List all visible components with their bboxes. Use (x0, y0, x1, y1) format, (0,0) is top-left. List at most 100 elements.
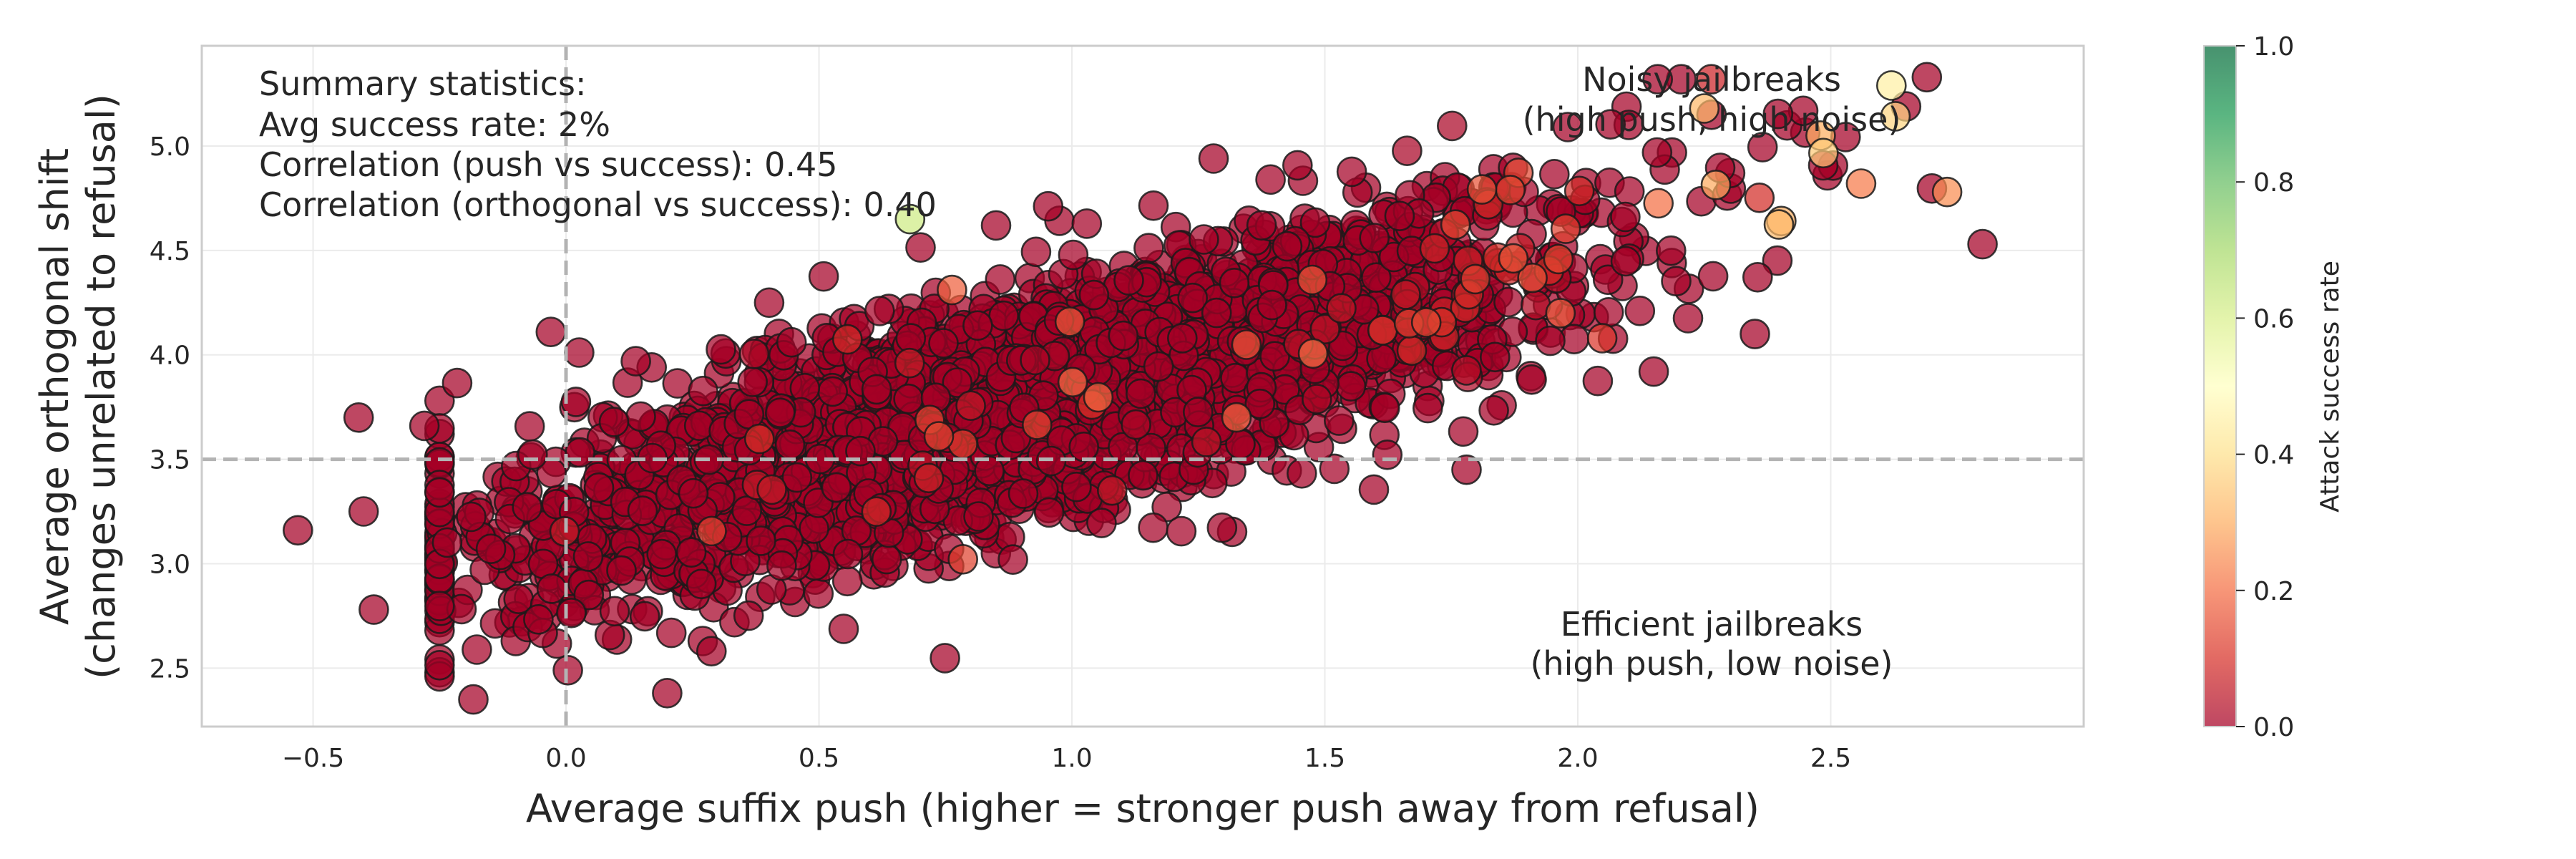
colorbar-label: Attack success rate (2316, 261, 2345, 513)
scatter-point (1451, 454, 1482, 485)
scatter-point (1498, 243, 1529, 274)
scatter-point (1359, 223, 1390, 253)
scatter-point (1198, 143, 1229, 174)
scatter-point (1255, 164, 1286, 195)
scatter-point (1624, 295, 1656, 326)
scatter-point (688, 375, 718, 407)
scatter-point (832, 538, 864, 570)
scatter-point (696, 636, 727, 667)
scatter-point (894, 347, 925, 379)
scatter-point (1113, 265, 1144, 296)
scatter-point (1167, 323, 1198, 354)
colorbar-ticks: 0.0 0.2 0.4 0.6 0.8 1.0 (2236, 32, 2294, 742)
colorbar-tick-label: 0.8 (2253, 168, 2294, 198)
scatter-point (1610, 246, 1641, 277)
plot-frame (200, 44, 2085, 728)
scatter-point (1282, 150, 1313, 181)
scatter-point (947, 543, 978, 575)
scatter-point (627, 495, 658, 526)
colorbar-tick-label: 0.6 (2253, 304, 2294, 334)
y-tick-label: 3.0 (150, 550, 190, 579)
scatter-point (552, 654, 583, 686)
scatter-point (776, 326, 807, 358)
scatter-point (1319, 453, 1350, 485)
scatter-point (1911, 62, 1943, 93)
colorbar-tick-label: 0.2 (2253, 577, 2294, 606)
scatter-point (737, 367, 768, 397)
scatter-point (828, 613, 859, 644)
x-tick-label: 1.5 (1304, 744, 1345, 773)
scatter-point (1297, 264, 1328, 296)
scatter-point (629, 601, 660, 632)
scatter-point (620, 346, 651, 377)
scatter-point (1326, 293, 1357, 324)
scatter-point (1033, 190, 1064, 222)
annotation-efficient-jailbreaks: Efficient jailbreaks (high push, low noi… (1530, 605, 1893, 683)
scatter-point (675, 537, 707, 568)
scatter-point (1808, 137, 1839, 169)
scatter-point (1244, 388, 1276, 419)
scatter-point (1480, 341, 1511, 373)
scatter-point (1740, 319, 1770, 349)
scatter-point (431, 527, 463, 558)
scatter-point (1336, 156, 1367, 188)
scatter-point (1392, 135, 1423, 166)
noisy-title: Noisy jailbreaks (1582, 60, 1841, 99)
scatter-point (517, 439, 548, 470)
scatter-point (963, 501, 994, 532)
y-tick-label: 5.0 (150, 132, 190, 162)
scatter-point (733, 600, 764, 631)
scatter-point (1143, 351, 1174, 382)
scatter-point (565, 437, 595, 468)
scatter-point (1057, 367, 1088, 398)
scatter-point (1309, 314, 1340, 345)
scatter-point (781, 462, 813, 493)
scatter-point (536, 573, 567, 604)
scatter-point (1550, 213, 1581, 244)
scatter-point (1097, 475, 1128, 506)
scatter-points (282, 62, 1998, 715)
scatter-point (1189, 224, 1219, 255)
efficient-subtitle: (high push, low noise) (1530, 644, 1893, 683)
scatter-point (1201, 297, 1232, 329)
scatter-point (832, 324, 863, 355)
scatter-point (1967, 228, 1998, 260)
scatter-point (1324, 405, 1355, 436)
scatter-point (1437, 110, 1468, 142)
scatter-point (937, 274, 967, 306)
scatter-point (1396, 335, 1428, 367)
scatter-point (997, 544, 1028, 576)
scatter-point (1335, 371, 1367, 402)
scatter-point (572, 541, 604, 572)
scatter-point (1747, 132, 1778, 162)
scatter-point (475, 533, 507, 565)
scatter-point (1593, 296, 1624, 328)
scatter-point (424, 649, 455, 681)
scatter-point (598, 407, 630, 437)
scatter-point (1656, 235, 1687, 266)
scatter-point (744, 423, 775, 455)
scatter-point (871, 543, 902, 575)
scatter-point (1078, 279, 1110, 311)
y-axis-label-line2: (changes unrelated to refusal) (79, 94, 124, 679)
scatter-point (864, 296, 895, 326)
scatter-point (646, 538, 678, 570)
scatter-point (1614, 176, 1645, 207)
scatter-point (1121, 409, 1151, 440)
scatter-point (1390, 279, 1421, 310)
summary-title: Summary statistics: (259, 64, 586, 103)
x-axis-ticks: −0.5 0.0 0.5 1.0 1.5 2.0 2.5 (282, 744, 1851, 773)
scatter-point (564, 337, 595, 368)
scatter-point (1071, 208, 1103, 239)
scatter-point (1543, 243, 1574, 275)
scatter-point (358, 594, 389, 625)
scatter-point (1020, 344, 1050, 376)
scatter-point (1221, 402, 1252, 433)
scatter-point (1700, 169, 1732, 200)
scatter-point (1763, 209, 1795, 240)
scatter-point (1022, 409, 1053, 440)
scatter-point (1643, 188, 1674, 219)
scatter-point (1058, 239, 1089, 271)
scatter-point (1552, 112, 1584, 142)
scatter-point (1689, 93, 1720, 124)
